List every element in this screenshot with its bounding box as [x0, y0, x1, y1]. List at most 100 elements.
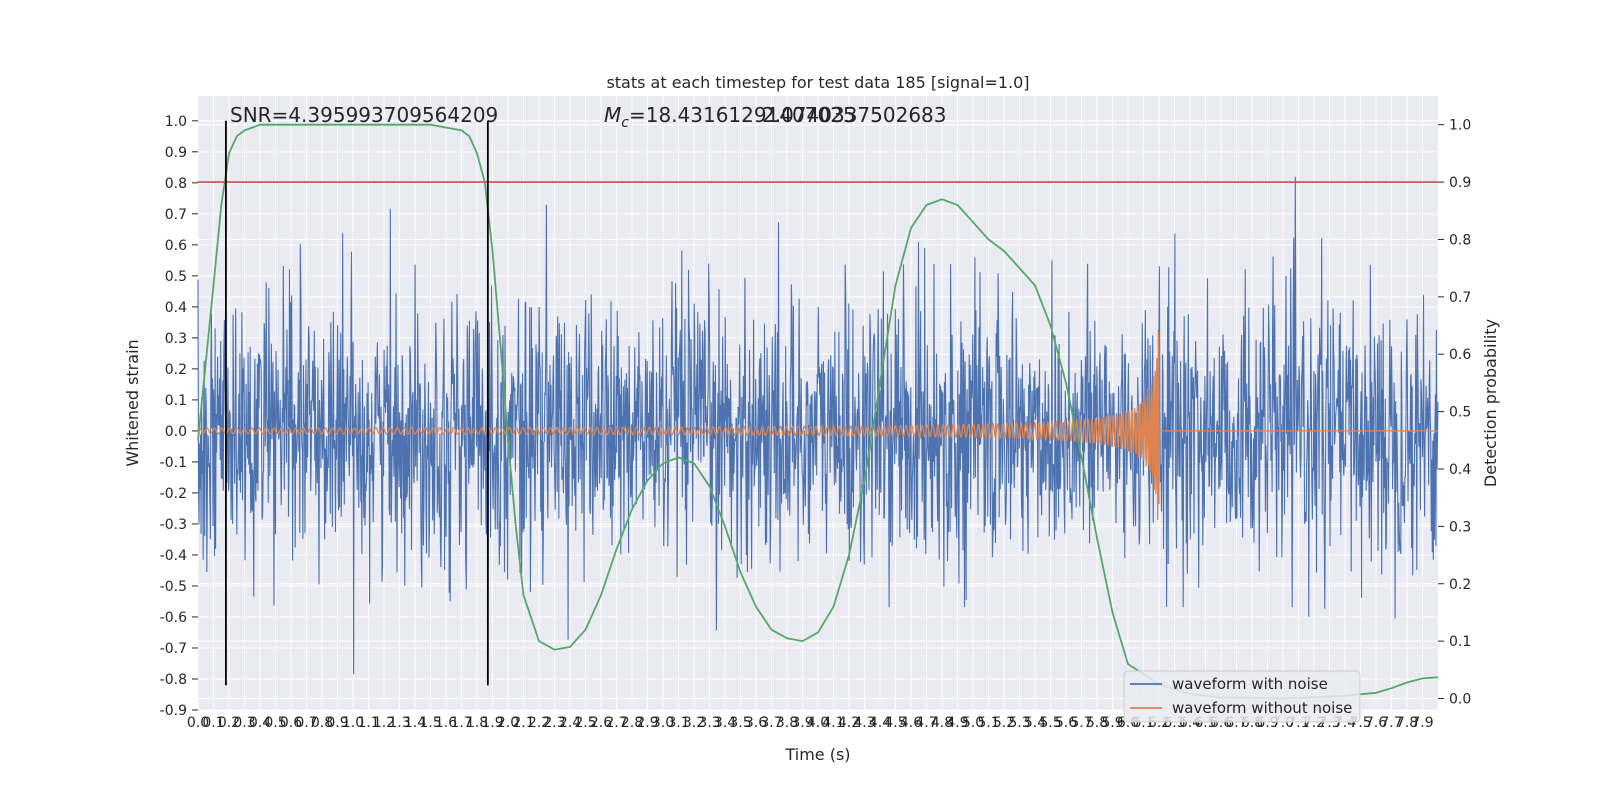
x-tick-label: 5.1 — [977, 715, 999, 731]
y-tick-label: 0.8 — [165, 176, 187, 192]
x-tick-label: 7.7 — [1380, 715, 1402, 731]
x-tick-label: 2.3 — [543, 715, 565, 731]
x-tick-label: 4.2 — [838, 715, 860, 731]
y2-tick-label: 0.1 — [1449, 634, 1471, 650]
x-tick-label: 1.3 — [388, 715, 410, 731]
x-tick-label: 3.3 — [698, 715, 720, 731]
x-tick-label: 3.5 — [729, 715, 751, 731]
y2-tick-label: 1.0 — [1449, 118, 1471, 134]
y-tick-label: -0.1 — [160, 455, 187, 471]
y-tick-label: -0.3 — [160, 517, 187, 533]
x-tick-label: 3.2 — [683, 715, 705, 731]
y-tick-label: -0.8 — [160, 672, 187, 688]
x-tick-label: 3.4 — [714, 715, 736, 731]
y-tick-label: 0.5 — [165, 269, 187, 285]
x-tick-label: 1.6 — [435, 715, 457, 731]
x-tick-label: 2.5 — [574, 715, 596, 731]
y-tick-label: 0.9 — [165, 145, 187, 161]
y-tick-label: 0.1 — [165, 393, 187, 409]
x-tick-label: 7.9 — [1411, 715, 1433, 731]
x-tick-label: 5.6 — [1055, 715, 1077, 731]
y-tick-label: 0.6 — [165, 238, 187, 254]
x-tick-label: 0.0 — [187, 715, 209, 731]
x-tick-label: 5.5 — [1039, 715, 1061, 731]
x-tick-label: 0.1 — [202, 715, 224, 731]
x-tick-label: 0.4 — [249, 715, 271, 731]
mc-symbol: M — [604, 103, 621, 127]
series-noisy-waveform — [197, 176, 1439, 675]
y-tick-label: -0.9 — [160, 703, 187, 719]
x-tick-label: 2.9 — [636, 715, 658, 731]
y2-tick-label: 0.8 — [1449, 232, 1471, 248]
x-tick-label: 2.8 — [621, 715, 643, 731]
x-tick-label: 5.8 — [1086, 715, 1108, 731]
y2-tick-label: 0.0 — [1449, 692, 1471, 708]
x-tick-label: 2.4 — [559, 715, 581, 731]
y2-tick-label: 0.5 — [1449, 405, 1471, 421]
x-tick-label: 7.8 — [1396, 715, 1418, 731]
x-tick-label: 0.2 — [218, 715, 240, 731]
y-tick-label: -0.2 — [160, 486, 187, 502]
mc-overlap-text: 2.0740337502683 — [762, 103, 947, 127]
x-tick-label: 3.0 — [652, 715, 674, 731]
x-tick-label: 1.9 — [481, 715, 503, 731]
x-axis-label: Time (s) — [784, 745, 850, 764]
y-tick-label: 0.2 — [165, 362, 187, 378]
mc-value: =18.43161291407025 — [629, 103, 856, 127]
legend: waveform with noise waveform without noi… — [1123, 670, 1361, 723]
y-tick-label: -0.7 — [160, 641, 187, 657]
legend-box — [1123, 670, 1361, 723]
mc-annotation: Mc=18.43161291407025 2.0740337502683 — [604, 103, 947, 131]
x-tick-label: 0.3 — [233, 715, 255, 731]
x-tick-label: 1.2 — [373, 715, 395, 731]
x-tick-label: 1.4 — [404, 715, 426, 731]
mc-subscript: c — [621, 115, 629, 131]
y2-tick-label: 0.7 — [1449, 290, 1471, 306]
y-tick-label: 0.3 — [165, 331, 187, 347]
y-tick-label: 0.4 — [165, 300, 187, 316]
x-tick-label: 4.5 — [884, 715, 906, 731]
y2-axis-label: Detection probability — [1481, 319, 1500, 487]
x-tick-label: 1.8 — [466, 715, 488, 731]
x-tick-label: 5.3 — [1008, 715, 1030, 731]
y-tick-label: 0.0 — [165, 424, 187, 440]
x-tick-label: 4.9 — [946, 715, 968, 731]
x-tick-label: 4.4 — [869, 715, 891, 731]
x-tick-label: 0.8 — [311, 715, 333, 731]
x-tick-label: 0.5 — [264, 715, 286, 731]
x-tick-label: 3.9 — [791, 715, 813, 731]
x-tick-label: 5.2 — [993, 715, 1015, 731]
x-tick-label: 5.4 — [1024, 715, 1046, 731]
x-tick-label: 5.0 — [962, 715, 984, 731]
y-axis-label: Whitened strain — [123, 339, 142, 466]
x-tick-label: 4.3 — [853, 715, 875, 731]
x-tick-label: 3.8 — [776, 715, 798, 731]
snr-annotation: SNR=4.395993709564209 — [230, 103, 498, 127]
tick-labels: 0.00.10.20.30.40.50.60.70.80.91.01.11.21… — [160, 114, 1472, 731]
x-tick-label: 2.1 — [512, 715, 534, 731]
reference-lines — [198, 120, 1438, 686]
x-tick-label: 3.1 — [667, 715, 689, 731]
x-tick-label: 0.6 — [280, 715, 302, 731]
chart-title: stats at each timestep for test data 185… — [606, 73, 1029, 92]
x-tick-label: 1.7 — [450, 715, 472, 731]
x-tick-label: 2.2 — [528, 715, 550, 731]
y-tick-label: -0.6 — [160, 610, 187, 626]
x-tick-label: 3.7 — [760, 715, 782, 731]
svg-text:Mc=18.43161291407025: Mc=18.43161291407025 — [604, 103, 856, 131]
y-tick-label: -0.4 — [160, 548, 187, 564]
x-tick-label: 4.1 — [822, 715, 844, 731]
y2-tick-label: 0.4 — [1449, 462, 1471, 478]
x-tick-label: 5.9 — [1101, 715, 1123, 731]
x-tick-label: 3.6 — [745, 715, 767, 731]
y-tick-label: 1.0 — [165, 114, 187, 130]
series-clean-waveform — [197, 331, 1438, 521]
x-tick-label: 4.6 — [900, 715, 922, 731]
x-tick-label: 2.7 — [605, 715, 627, 731]
x-tick-label: 1.5 — [419, 715, 441, 731]
legend-label-noise: waveform with noise — [1172, 675, 1328, 693]
y2-tick-label: 0.2 — [1449, 577, 1471, 593]
x-tick-label: 0.9 — [326, 715, 348, 731]
